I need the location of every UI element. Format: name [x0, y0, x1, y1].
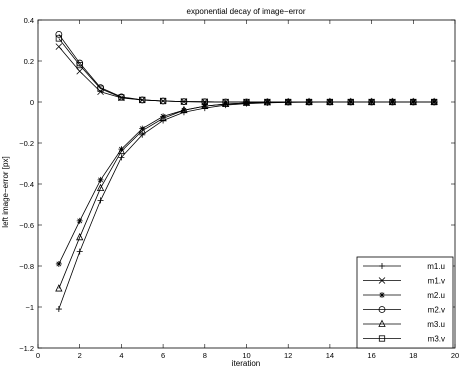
data-point [368, 98, 375, 106]
legend-label: m3.u [427, 320, 445, 329]
data-point [76, 217, 83, 224]
data-point [389, 98, 396, 106]
data-point [159, 114, 167, 122]
data-point [76, 248, 83, 255]
data-point [201, 101, 209, 109]
data-point [55, 30, 63, 38]
data-point [159, 97, 167, 105]
y-tick-label: 0.4 [24, 16, 34, 25]
x-tick-label: 18 [409, 351, 417, 360]
legend-marker [378, 335, 386, 342]
legend-entry: m2.u [363, 291, 445, 300]
y-tick-label: 0.2 [24, 57, 34, 66]
series-line [58, 34, 435, 103]
legend-label: m2.u [427, 291, 445, 300]
data-point [326, 98, 334, 106]
x-tick-label: 4 [119, 351, 123, 360]
x-tick-label: 8 [203, 351, 207, 360]
x-tick-label: 12 [284, 351, 292, 360]
legend-marker [378, 277, 386, 284]
data-point [76, 232, 84, 241]
legend-entry: m3.u [363, 319, 445, 329]
y-tick-label: −0.4 [19, 180, 34, 189]
legend-entry: m1.v [363, 277, 445, 286]
data-point [180, 105, 188, 114]
y-tick-label: −0.2 [19, 139, 34, 148]
data-point [431, 98, 438, 106]
data-point [97, 197, 104, 204]
x-tick-label: 6 [161, 351, 165, 360]
data-point [96, 183, 105, 191]
data-point [243, 98, 250, 106]
series-m3-v [55, 35, 438, 106]
y-tick-label: −0.8 [19, 262, 34, 271]
x-axis-label: iteration [232, 359, 260, 368]
legend-label: m1.u [427, 262, 445, 271]
legend-entry: m3.v [363, 335, 445, 344]
legend-marker [378, 306, 386, 313]
series-m2-u [55, 99, 438, 267]
data-point [76, 67, 83, 75]
legend-label: m3.v [428, 335, 445, 344]
x-tick-label: 16 [367, 351, 375, 360]
data-point [138, 126, 146, 134]
y-tick-label: −0.6 [19, 221, 34, 230]
data-point [55, 35, 62, 42]
legend-marker [378, 319, 386, 327]
y-tick-label: −1 [25, 303, 34, 312]
y-tick-label: −1.2 [19, 344, 34, 353]
data-point [347, 98, 354, 106]
series-line [58, 101, 435, 265]
data-point [55, 306, 62, 313]
x-tick-label: 2 [78, 351, 82, 360]
x-tick-label: 14 [326, 351, 334, 360]
legend: m1.u m1.v m2.u m2.v m3.u m3.v [356, 256, 454, 349]
data-point [55, 284, 63, 292]
legend-label: m2.v [428, 306, 445, 315]
data-point [118, 94, 125, 101]
series-line [58, 38, 435, 103]
data-point [180, 98, 188, 105]
data-point [264, 98, 271, 106]
data-point [410, 98, 417, 106]
data-point [285, 98, 292, 106]
data-point [55, 43, 63, 50]
legend-label: m1.v [428, 277, 445, 286]
data-point [76, 62, 83, 69]
data-point [222, 98, 229, 106]
x-tick-label: 20 [451, 351, 459, 360]
y-tick-label: 0 [30, 98, 34, 107]
series-layer [55, 30, 438, 313]
series-m1-v [55, 43, 438, 106]
data-point [97, 176, 104, 183]
y-axis: −1.2 −1 −0.8 −0.6 −0.4 −0.2 0 0.2 0.4 [19, 16, 455, 353]
x-tick-label: 10 [242, 351, 250, 360]
data-point [160, 113, 167, 120]
legend-box [356, 256, 454, 349]
data-point [305, 98, 313, 106]
y-axis-label: left image−error [px] [1, 156, 10, 227]
data-point [97, 85, 104, 92]
data-point [242, 98, 251, 106]
chart-title: exponential decay of image−error [187, 7, 306, 16]
data-point [117, 146, 126, 155]
x-tick-label: 0 [36, 351, 40, 360]
data-point [118, 146, 125, 153]
data-point [139, 96, 146, 104]
data-point [118, 154, 125, 161]
data-point [55, 260, 62, 267]
data-point [201, 98, 208, 105]
data-point [222, 99, 230, 107]
legend-marker [379, 263, 385, 269]
legend-marker [379, 292, 385, 298]
data-point [139, 125, 146, 132]
legend-entry: m2.v [363, 306, 445, 315]
legend-entry: m1.u [363, 262, 445, 271]
